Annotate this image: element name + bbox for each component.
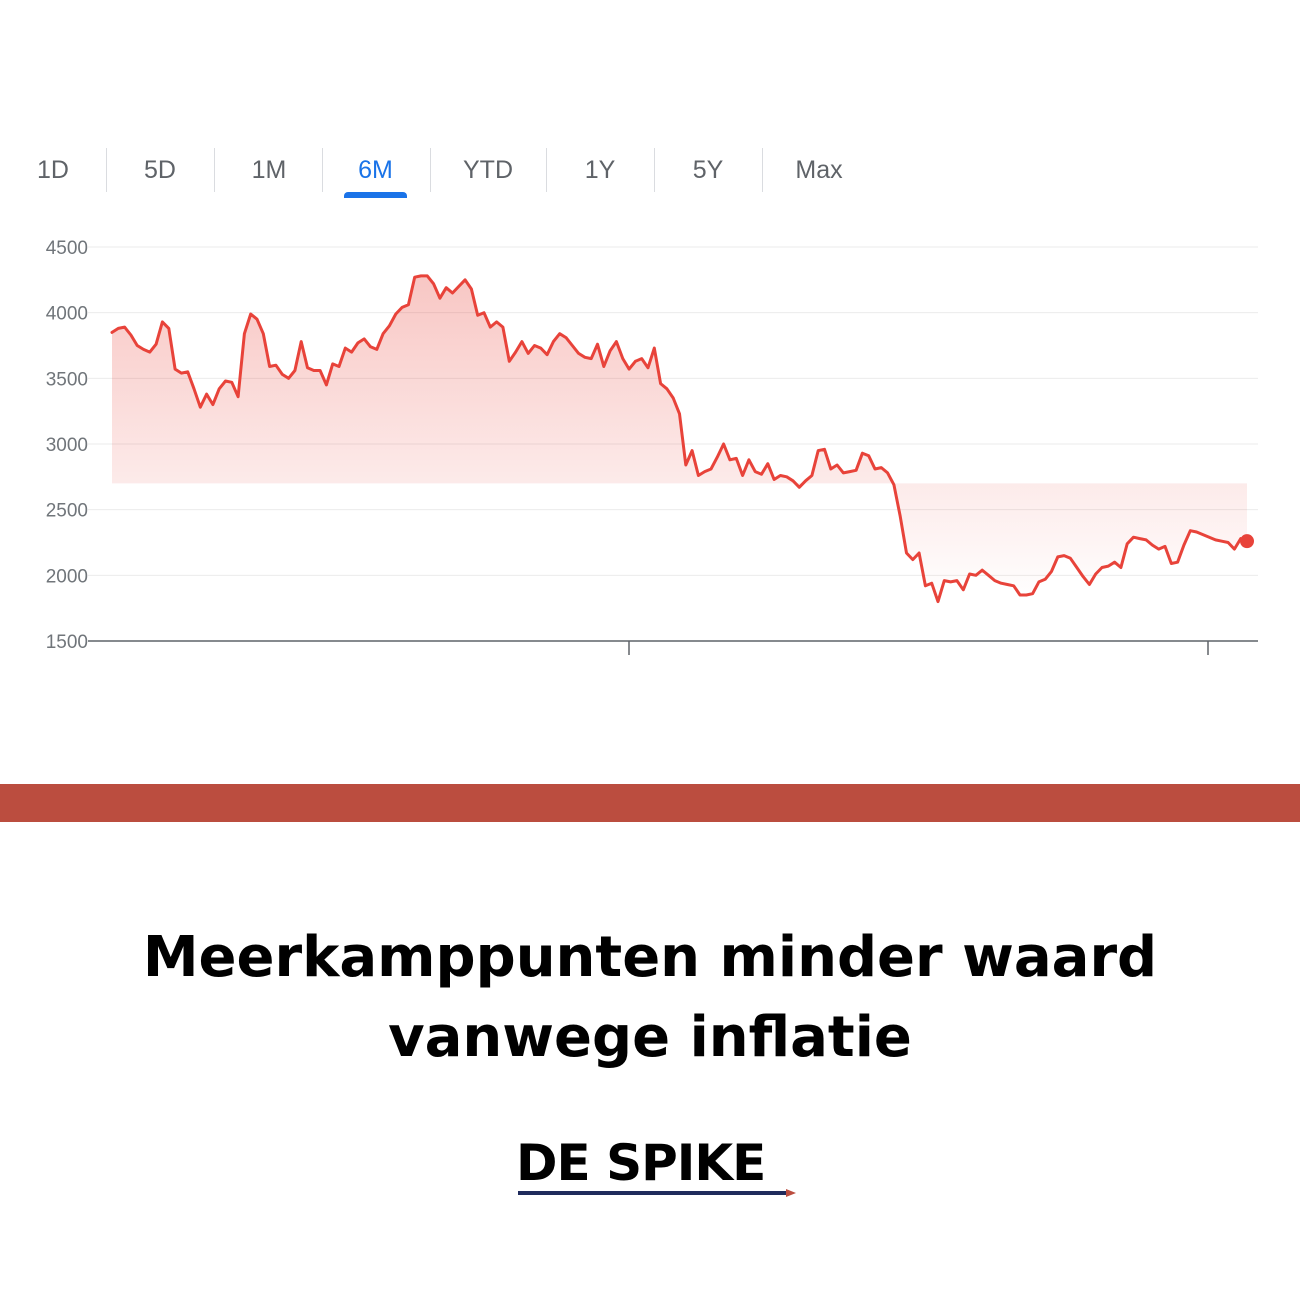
tab-1m[interactable]: 1M xyxy=(251,156,287,184)
tab-6m[interactable]: 6M xyxy=(358,156,393,184)
brand-name: DE SPIKE xyxy=(516,1134,766,1192)
price-area-fill xyxy=(112,275,1247,602)
brand-logo: DE SPIKE xyxy=(516,1133,806,1203)
tab-divider xyxy=(762,148,763,192)
headline-line-1: Meerkamppunten minder waard xyxy=(142,925,1158,990)
brand-arrow-icon xyxy=(786,1189,796,1197)
active-tab-indicator xyxy=(344,192,407,198)
tab-1d[interactable]: 1D xyxy=(37,156,69,184)
tab-divider xyxy=(106,148,107,192)
y-tick-label: 2000 xyxy=(46,566,88,587)
range-selector: 1D 5D 1M 6M YTD 1Y 5Y Max xyxy=(0,140,880,202)
headline: Meerkamppunten minder waard vanwege infl… xyxy=(0,918,1300,1078)
price-chart: 4500 4000 3500 3000 2500 2000 1500 xyxy=(46,238,1258,655)
y-tick-label: 3500 xyxy=(46,369,88,390)
tab-divider xyxy=(214,148,215,192)
tab-5y[interactable]: 5Y xyxy=(692,156,724,184)
tab-divider xyxy=(654,148,655,192)
separator-band xyxy=(0,784,1300,822)
y-axis-labels: 4500 4000 3500 3000 2500 2000 1500 xyxy=(46,238,88,653)
tab-ytd[interactable]: YTD xyxy=(463,156,513,184)
y-tick-label: 4500 xyxy=(46,238,88,259)
headline-line-2: vanwege inflatie xyxy=(388,1005,912,1070)
tab-5d[interactable]: 5D xyxy=(144,156,176,184)
tab-divider xyxy=(322,148,323,192)
tab-max[interactable]: Max xyxy=(795,156,843,184)
tab-1y[interactable]: 1Y xyxy=(584,156,616,184)
current-value-marker xyxy=(1240,534,1254,549)
tab-divider xyxy=(546,148,547,192)
y-tick-label: 1500 xyxy=(46,632,88,653)
price-line xyxy=(110,274,1249,604)
y-tick-label: 2500 xyxy=(46,501,88,522)
y-tick-label: 4000 xyxy=(46,304,88,325)
brand-underline xyxy=(518,1191,788,1195)
y-tick-label: 3000 xyxy=(46,435,88,456)
tab-divider xyxy=(430,148,431,192)
